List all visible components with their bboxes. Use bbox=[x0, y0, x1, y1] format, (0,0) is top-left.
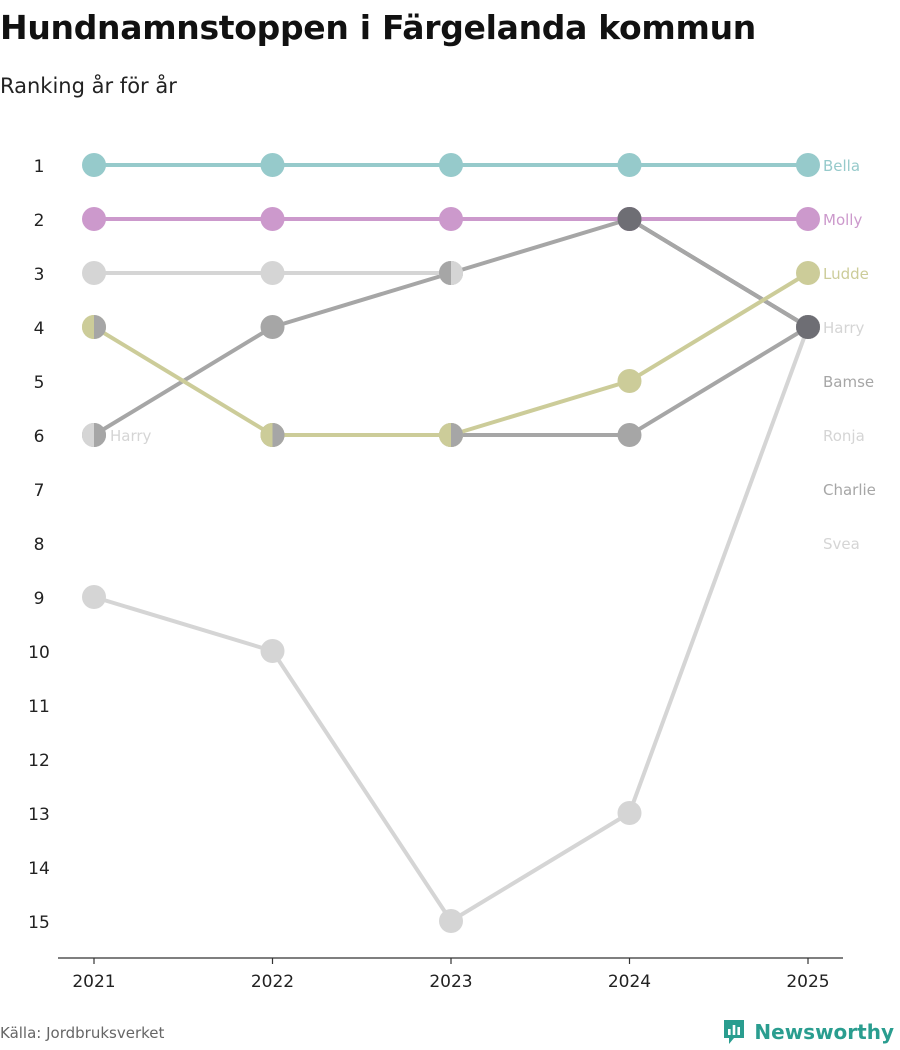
y-tick-label: 11 bbox=[28, 697, 50, 717]
end-label-ronja: Ronja bbox=[823, 427, 865, 445]
split-marker-left bbox=[260, 423, 273, 447]
series-point-molly bbox=[82, 207, 106, 231]
split-marker-left bbox=[439, 261, 451, 285]
series-point-molly bbox=[260, 207, 285, 231]
series-point-harry bbox=[260, 261, 285, 285]
split-marker-right bbox=[451, 423, 463, 447]
series-point-molly bbox=[796, 207, 820, 231]
x-tick-label: 2023 bbox=[429, 972, 472, 992]
series-point-ronja bbox=[439, 909, 463, 933]
split-marker-right bbox=[94, 423, 106, 447]
series-point-ludde bbox=[796, 261, 820, 285]
y-tick-label: 6 bbox=[34, 427, 45, 447]
series-point-bella bbox=[260, 153, 285, 177]
chart-subtitle: Ranking år för år bbox=[0, 74, 177, 98]
series-point-ronja bbox=[617, 801, 642, 825]
series-point-molly bbox=[439, 207, 463, 231]
overlay-marker bbox=[617, 207, 642, 231]
y-tick-label: 8 bbox=[34, 535, 45, 555]
series-point-bella bbox=[617, 153, 642, 177]
x-tick-label: 2024 bbox=[608, 972, 651, 992]
x-tick-label: 2025 bbox=[786, 972, 829, 992]
y-tick-label: 15 bbox=[28, 913, 50, 933]
split-marker-left bbox=[82, 315, 94, 339]
y-tick-label: 1 bbox=[34, 157, 45, 177]
end-label-bella: Bella bbox=[823, 157, 860, 175]
series-point-bella bbox=[82, 153, 106, 177]
y-tick-label: 2 bbox=[34, 211, 45, 231]
series-line-bamse bbox=[92, 217, 810, 437]
x-tick-label: 2022 bbox=[251, 972, 294, 992]
end-label-svea: Svea bbox=[823, 535, 860, 553]
y-tick-label: 12 bbox=[28, 751, 50, 771]
end-label-ludde: Ludde bbox=[823, 265, 869, 283]
y-tick-label: 3 bbox=[34, 265, 45, 285]
split-marker-right bbox=[94, 315, 106, 339]
series-point-ludde bbox=[617, 369, 642, 393]
series-point-ronja bbox=[260, 639, 285, 663]
split-marker-left bbox=[439, 423, 451, 447]
split-marker-left bbox=[82, 423, 94, 447]
end-label-bamse: Bamse bbox=[823, 373, 874, 391]
newsworthy-wordmark: Newsworthy bbox=[754, 1020, 894, 1044]
series-point-charlie bbox=[617, 423, 642, 447]
split-marker-right bbox=[272, 423, 285, 447]
newsworthy-logo-icon bbox=[724, 1020, 745, 1044]
series-line-ronja bbox=[92, 325, 810, 923]
chart-title: Hundnamnstoppen i Färgelanda kommun bbox=[0, 8, 756, 47]
series-line-ludde bbox=[92, 271, 810, 437]
series-point-bella bbox=[439, 153, 463, 177]
series-labels: Bella Molly Ludde Harry Bamse Ronja Charlie Sve… bbox=[110, 157, 876, 553]
y-tick-label: 4 bbox=[34, 319, 45, 339]
overlay-marker bbox=[796, 315, 820, 339]
y-tick-label: 10 bbox=[28, 643, 50, 663]
y-tick-label: 5 bbox=[34, 373, 45, 393]
series-point-bella bbox=[796, 153, 820, 177]
series-line-charlie bbox=[270, 325, 810, 437]
start-label-harry: Harry bbox=[110, 427, 152, 445]
end-label-harry: Harry bbox=[823, 319, 865, 337]
y-tick-label: 9 bbox=[34, 589, 45, 609]
series-point-bamse bbox=[260, 315, 285, 339]
x-tick-label: 2021 bbox=[72, 972, 115, 992]
y-tick-label: 14 bbox=[28, 859, 50, 879]
series-point-harry bbox=[82, 261, 106, 285]
newsworthy-brand[interactable]: Newsworthy bbox=[722, 1018, 894, 1046]
end-label-molly: Molly bbox=[823, 211, 862, 229]
x-axis-ticks: 2021 2022 2023 2024 2025 bbox=[72, 958, 830, 992]
y-tick-label: 13 bbox=[28, 805, 50, 825]
series-point-ronja bbox=[82, 585, 106, 609]
source-note: Källa: Jordbruksverket bbox=[0, 1024, 165, 1042]
series-markers bbox=[82, 153, 820, 933]
split-marker-right bbox=[451, 261, 463, 285]
end-label-charlie: Charlie bbox=[823, 481, 876, 499]
y-tick-label: 7 bbox=[34, 481, 45, 501]
